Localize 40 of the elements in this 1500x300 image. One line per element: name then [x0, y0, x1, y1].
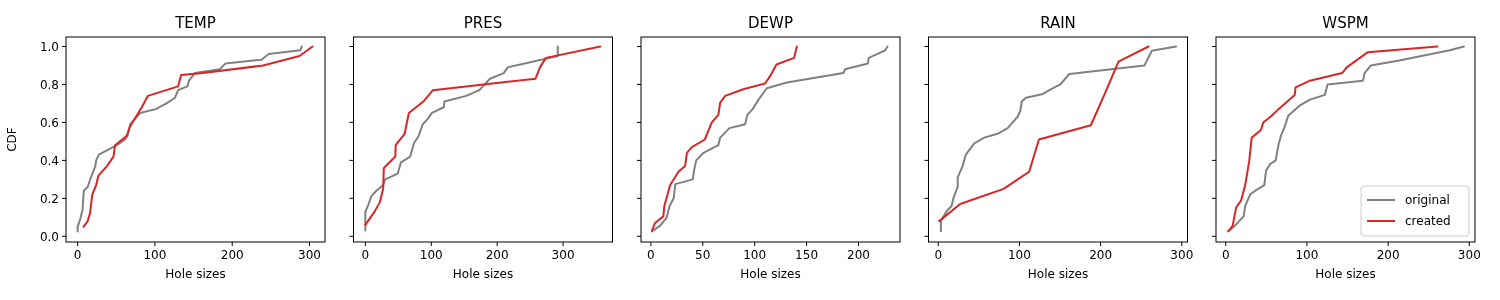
x-tick-label: 300	[1457, 248, 1481, 262]
x-tick-label: 0	[934, 248, 943, 262]
x-tick-label: 0	[647, 248, 655, 262]
x-tick-label: 50	[695, 248, 711, 262]
y-tick-label: 1.0	[39, 39, 59, 54]
x-tick-label: 200	[1376, 248, 1400, 262]
x-tick-label: 300	[298, 248, 321, 262]
y-tick-label: 0.0	[39, 229, 59, 244]
chart-title: PRES	[463, 14, 503, 32]
x-tick-label: 150	[795, 248, 819, 262]
x-tick-label: 0	[73, 248, 82, 262]
x-axis-title: Hole sizes	[165, 267, 226, 281]
x-tick-label: 200	[220, 248, 244, 262]
legend-label: created	[1405, 214, 1451, 229]
x-tick-label: 200	[1089, 248, 1113, 262]
chart-title: RAIN	[1040, 14, 1076, 32]
legend-label: original	[1405, 193, 1450, 208]
x-axis-title: Hole sizes	[1027, 267, 1089, 281]
x-tick-label: 200	[847, 248, 870, 262]
x-tick-label: 200	[485, 248, 509, 262]
y-tick-label: 0.4	[39, 153, 59, 168]
x-tick-label: 300	[1170, 248, 1194, 262]
y-tick-label: 0.8	[39, 77, 59, 92]
x-tick-label: 300	[551, 248, 575, 262]
x-axis-title: Hole sizes	[452, 267, 514, 281]
x-tick-label: 100	[143, 248, 167, 262]
x-tick-label: 100	[743, 248, 767, 262]
x-tick-label: 100	[419, 248, 443, 262]
x-tick-label: 100	[1295, 248, 1319, 262]
y-axis-title: CDF	[5, 127, 19, 152]
chart-title: TEMP	[174, 14, 216, 32]
x-tick-label: 100	[1007, 248, 1031, 262]
chart-title: WSPM	[1322, 14, 1369, 32]
chart-title: DEWP	[748, 14, 793, 32]
x-axis-title: Hole sizes	[740, 267, 801, 281]
x-tick-label: 0	[1221, 248, 1230, 262]
x-axis-title: Hole sizes	[1315, 267, 1376, 281]
x-tick-label: 0	[361, 248, 370, 262]
y-tick-label: 0.6	[39, 115, 59, 130]
y-tick-label: 0.2	[39, 191, 59, 206]
